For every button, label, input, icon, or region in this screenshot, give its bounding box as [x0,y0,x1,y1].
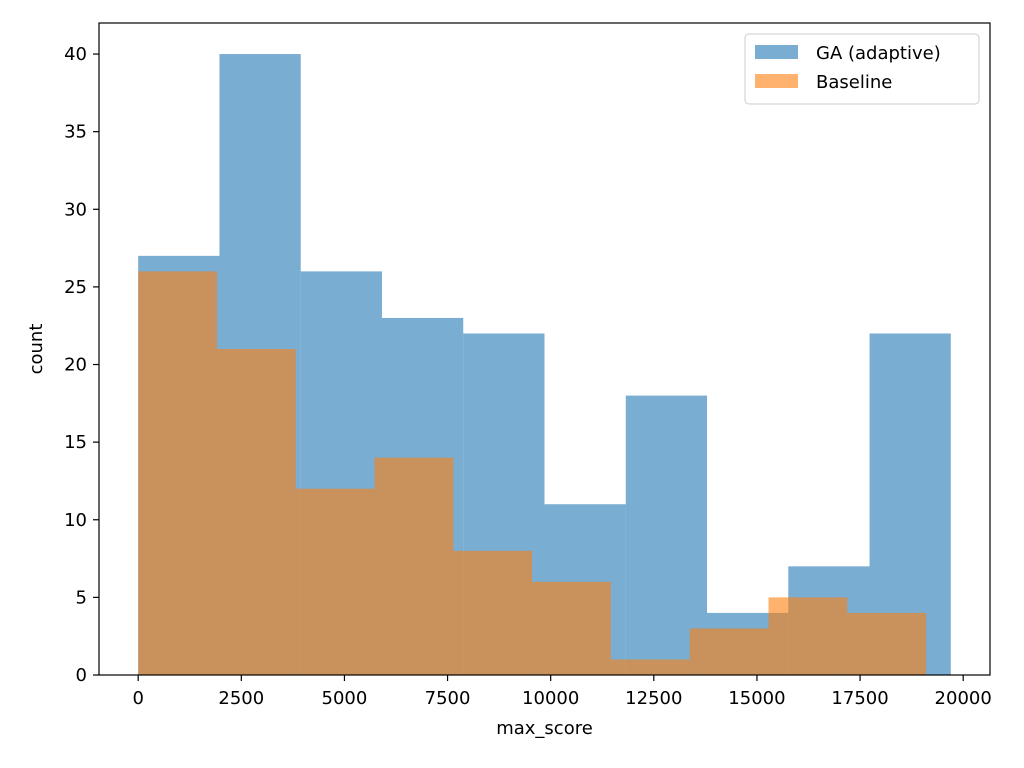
bar-baseline-8 [768,597,848,675]
bar-baseline-0 [138,271,217,675]
x-tick-label: 7500 [425,688,471,709]
legend-swatch [755,45,798,59]
y-axis-title: count [26,324,47,375]
y-tick-label: 40 [64,44,87,65]
bar-baseline-1 [216,349,296,675]
bar-baseline-3 [374,457,454,675]
y-axis: 0 5 10 15 20 25 30 35 40 [64,44,99,686]
x-tick-label: 17500 [831,688,888,709]
legend-box [744,33,980,105]
y-tick-label: 5 [76,587,87,608]
x-tick-label: 0 [132,688,143,709]
y-tick-label: 30 [64,199,87,220]
x-tick-label: 20000 [935,688,992,709]
legend: GA (adaptive) Baseline [744,33,980,105]
bar-baseline-2 [295,488,375,675]
legend-label: GA (adaptive) [816,43,941,64]
bar-baseline-6 [610,659,690,675]
x-tick-label: 15000 [728,688,785,709]
bar-baseline-5 [532,581,611,675]
bars-layer [138,54,951,676]
x-tick-label: 12500 [625,688,682,709]
x-tick-label: 5000 [322,688,368,709]
bar-baseline-7 [689,628,769,675]
y-tick-label: 15 [64,432,87,453]
y-tick-label: 25 [64,277,87,298]
bar-baseline-9 [847,612,927,675]
legend-label: Baseline [816,72,892,93]
y-tick-label: 0 [76,665,87,686]
bar-baseline-4 [453,550,533,675]
y-tick-label: 35 [64,122,87,143]
y-tick-label: 10 [64,510,87,531]
x-axis-title: max_score [496,718,593,739]
legend-swatch [755,74,798,88]
x-tick-label: 2500 [218,688,264,709]
plot-frame [98,22,991,676]
x-tick-label: 10000 [522,688,579,709]
x-axis: 0 2500 5000 7500 10000 12500 15000 17500 20000 [132,675,992,709]
y-tick-label: 20 [64,355,87,376]
